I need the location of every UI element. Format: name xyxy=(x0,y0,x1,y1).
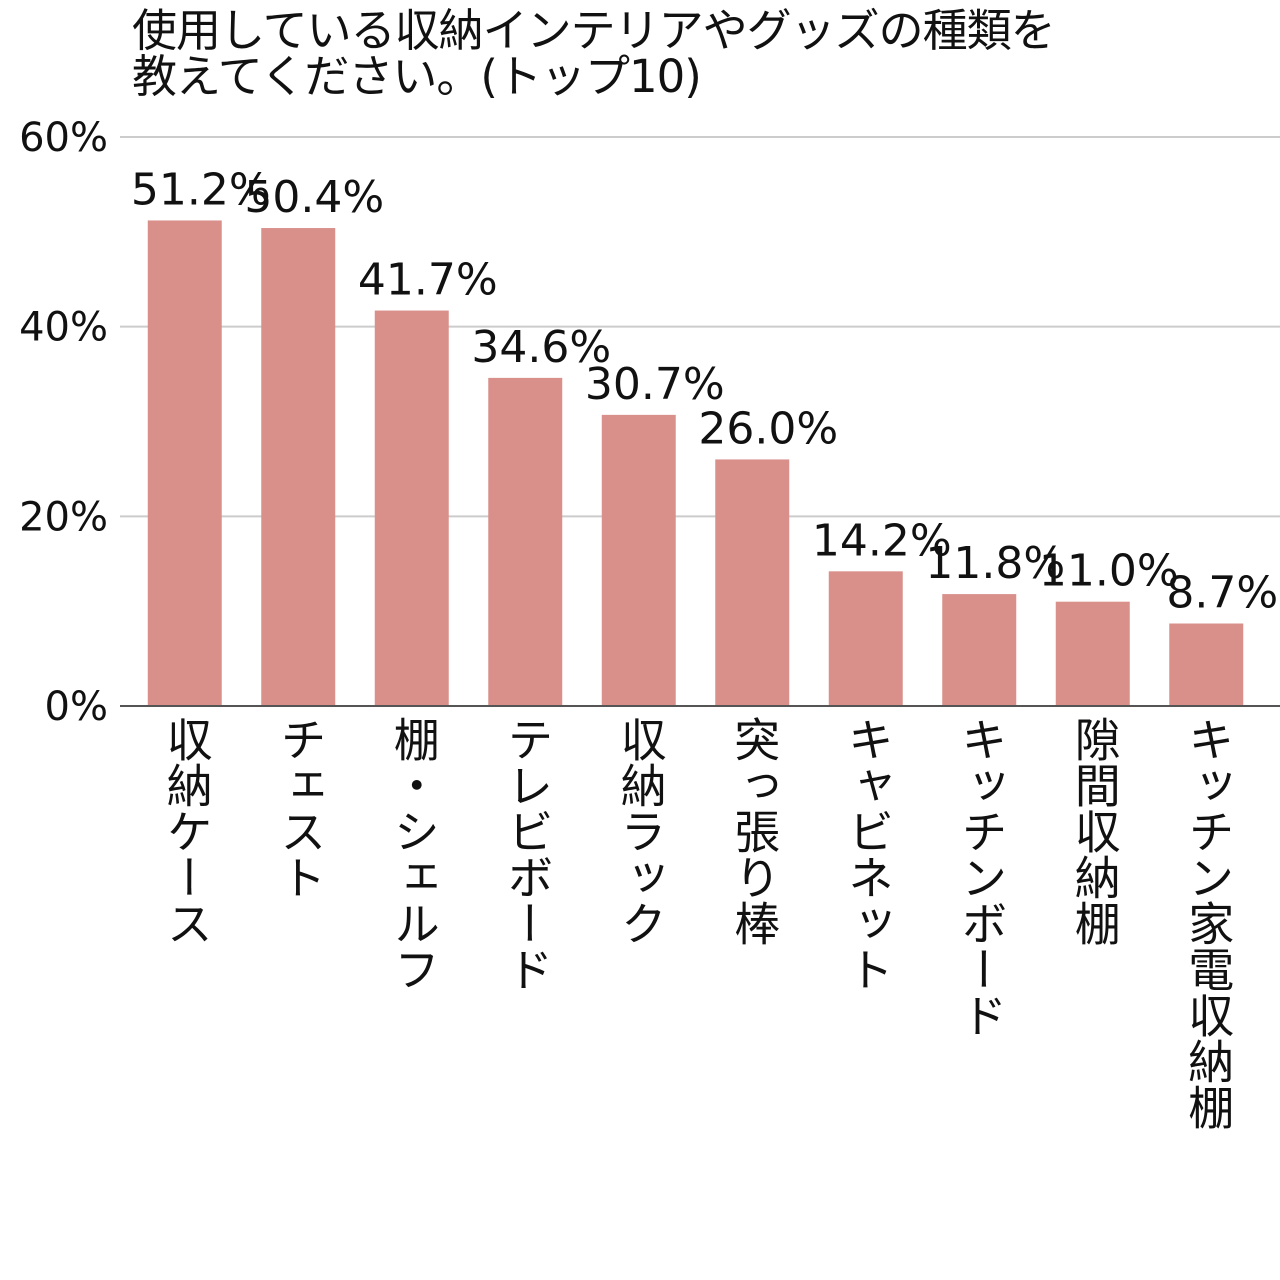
bar xyxy=(942,594,1017,706)
chart-title: 使用している収納インテリアやグッズの種類を 教えてください。(トップ10) xyxy=(132,4,1056,103)
bar xyxy=(147,220,222,706)
data-label: 34.6% xyxy=(471,322,611,373)
x-tick-label: 収納ケース xyxy=(159,716,214,946)
x-tick-label: テレビボード xyxy=(500,716,555,992)
bar xyxy=(1169,623,1244,706)
x-tick-label: 隙間収納棚 xyxy=(1067,716,1122,946)
data-label: 41.7% xyxy=(358,255,498,306)
data-label: 11.0% xyxy=(1039,546,1179,597)
x-tick-label: キャビネット xyxy=(840,716,895,992)
x-tick-label: キッチンボード xyxy=(954,716,1009,1038)
data-label: 8.7% xyxy=(1166,567,1278,618)
bar xyxy=(488,377,563,706)
data-label: 26.0% xyxy=(698,403,838,454)
x-tick-label: 突っ張り棒 xyxy=(727,716,782,946)
x-tick-label: 棚・シェルフ xyxy=(386,716,441,992)
data-label: 30.7% xyxy=(585,359,725,410)
data-label: 50.4% xyxy=(244,172,384,223)
bar xyxy=(601,414,676,706)
bar xyxy=(715,459,790,706)
data-label: 51.2% xyxy=(131,164,271,215)
y-tick-label: 0% xyxy=(45,684,108,730)
bar xyxy=(828,571,903,706)
bar xyxy=(261,228,336,707)
x-tick-label: 収納ラック xyxy=(613,716,668,946)
data-label: 11.8% xyxy=(925,538,1065,589)
bar xyxy=(374,310,449,706)
y-tick-label: 40% xyxy=(19,305,108,351)
y-tick-label: 20% xyxy=(19,494,108,540)
bar xyxy=(1055,601,1130,706)
x-tick-label: キッチン家電収納棚 xyxy=(1181,716,1236,1130)
x-tick-label: チェスト xyxy=(273,716,328,900)
data-label: 14.2% xyxy=(812,515,952,566)
y-tick-label: 60% xyxy=(19,115,108,161)
